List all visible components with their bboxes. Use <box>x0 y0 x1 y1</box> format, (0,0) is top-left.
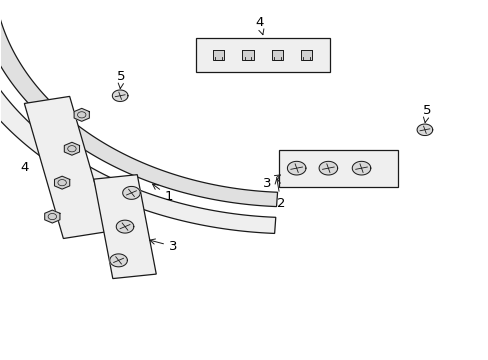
Polygon shape <box>287 161 305 175</box>
Polygon shape <box>74 108 89 121</box>
Polygon shape <box>44 210 60 223</box>
Polygon shape <box>319 161 337 175</box>
Polygon shape <box>110 254 127 267</box>
Polygon shape <box>0 0 275 233</box>
Polygon shape <box>64 142 80 155</box>
Bar <box>195 39 329 72</box>
Polygon shape <box>0 0 277 207</box>
Text: 3: 3 <box>262 175 280 190</box>
Text: 5: 5 <box>422 104 431 123</box>
Text: 2: 2 <box>275 179 285 210</box>
Polygon shape <box>122 186 140 199</box>
Polygon shape <box>351 161 370 175</box>
Text: 5: 5 <box>117 69 125 89</box>
Bar <box>242 50 253 60</box>
Bar <box>278 149 397 187</box>
Polygon shape <box>112 90 128 102</box>
Polygon shape <box>55 176 70 189</box>
Bar <box>300 50 311 60</box>
Polygon shape <box>416 124 432 135</box>
Bar <box>213 50 224 60</box>
Text: 4: 4 <box>254 16 264 35</box>
Polygon shape <box>116 220 134 233</box>
Polygon shape <box>24 96 108 239</box>
Polygon shape <box>94 175 156 279</box>
Text: 4: 4 <box>20 161 28 174</box>
Text: 1: 1 <box>152 184 173 203</box>
Text: 3: 3 <box>149 239 177 253</box>
Bar <box>271 50 282 60</box>
